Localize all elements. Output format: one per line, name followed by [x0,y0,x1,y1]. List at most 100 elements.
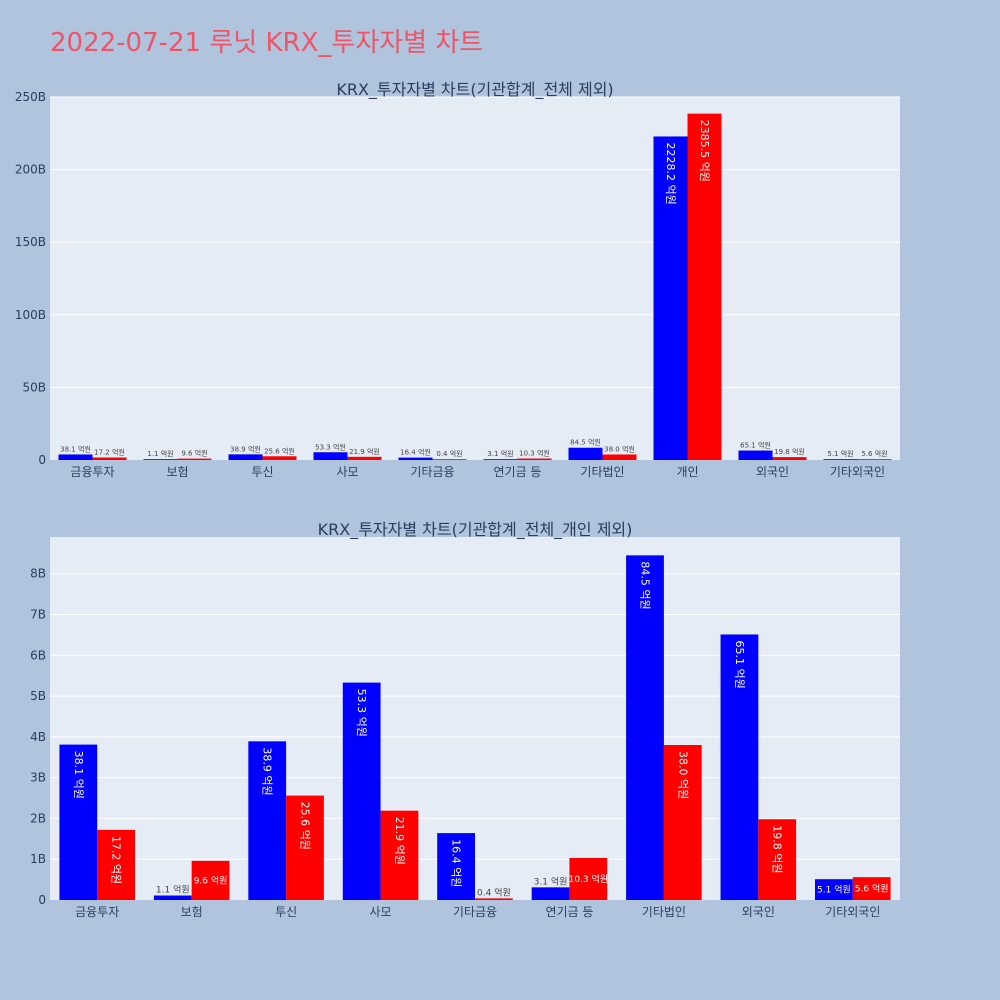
bar [398,457,433,460]
bar-value-label: 16.4 억원 [450,839,463,887]
x-tick-label: 기타외국인 [830,465,885,479]
chart-top: 0 50B 100B 150B 200B 250B KRX_투자자별 차트(기관합계_전체 … [15,80,900,479]
x-tick-label: 기타법인 [580,465,624,479]
bar-value-label: 38.1 억원 [72,751,85,799]
bar [738,450,773,460]
x-tick-label: 연기금 등 [545,905,593,919]
x-tick-label: 외국인 [756,465,789,479]
y-tick-label: 100B [15,308,46,322]
bar [852,877,891,900]
bar [823,459,858,460]
bar-value-label: 2228.2 억원 [664,142,677,204]
bar-value-label: 38.1 억원 [60,444,91,453]
bar [342,682,381,900]
bar-value-label: 38.0 억원 [604,444,635,453]
bar [568,447,603,460]
bar-value-label: 65.1 억원 [740,441,771,450]
x-tick-label: 기타금융 [410,465,454,479]
bar-value-label: 5.6 억원 [861,449,887,458]
bar-value-label: 84.5 억원 [570,438,601,447]
bar-value-label: 16.4 억원 [400,448,431,457]
x-tick-label: 금융투자 [75,905,119,919]
bar-value-label: 21.9 억원 [393,817,406,865]
bar [687,113,722,460]
bar [248,741,287,900]
bar-value-label: 53.3 억원 [315,442,346,451]
bar-value-label: 17.2 억원 [94,448,125,457]
y-tick-label: 50B [22,380,46,394]
bar [517,458,552,460]
bar [483,459,518,460]
bar [432,459,467,460]
bar-value-label: 0.4 억원 [477,886,511,898]
bar-value-label: 9.6 억원 [181,449,207,458]
chart-title: KRX_투자자별 차트(기관합계_전체 제외) [336,80,613,100]
bar-value-label: 19.8 억원 [774,447,805,456]
y-tick-label: 3B [30,771,46,785]
bar [772,457,807,460]
bar [663,745,702,900]
y-tick-label: 4B [30,730,46,744]
y-tick-label: 0 [38,893,46,907]
y-tick-label: 150B [15,235,46,249]
bar [569,857,608,900]
x-tick-label: 연기금 등 [494,465,542,479]
bar-value-label: 17.2 억원 [110,836,123,884]
bar-value-label: 3.1 억원 [487,449,513,458]
bar-value-label: 38.0 억원 [676,751,689,799]
bar [626,555,664,900]
chart-title: KRX_투자자별 차트(기관합계_전체_개인 제외) [318,520,633,540]
bar [228,454,263,460]
bar [758,819,797,900]
y-tick-label: 0 [38,453,46,467]
bar [475,898,513,900]
bar [857,459,892,460]
bar [653,136,688,460]
bar-value-label: 2385.5 억원 [698,120,711,182]
bar [58,454,93,460]
bar [347,456,382,460]
bar [313,452,348,460]
x-tick-label: 보험 [166,465,188,479]
bar [531,887,570,900]
bar-value-label: 5.1 억원 [827,449,853,458]
bar-value-label: 1.1 억원 [147,449,173,458]
bar [143,459,178,460]
bar-value-label: 84.5 억원 [639,561,652,609]
x-tick-label: 외국인 [742,905,775,919]
plot-area [50,97,900,460]
bar [262,456,297,460]
x-tick-label: 기타법인 [642,905,686,919]
bar-value-label: 5.1 억원 [817,884,851,896]
bar [380,810,419,900]
bar-value-label: 19.8 억원 [771,825,784,873]
y-tick-label: 8B [30,567,46,581]
bar-value-label: 25.6 억원 [264,446,295,455]
bar [602,454,637,460]
bar [815,879,853,900]
bar [191,860,230,900]
y-tick-label: 7B [30,607,46,621]
x-tick-label: 투신 [251,465,273,479]
x-tick-label: 개인 [676,465,698,479]
bar-value-label: 38.9 억원 [230,444,261,453]
bar-value-label: 10.3 억원 [519,449,550,458]
bar-value-label: 1.1 억원 [156,884,190,896]
y-tick-label: 2B [30,811,46,825]
bar [286,795,324,900]
bar-value-label: 3.1 억원 [534,875,568,887]
bar-value-label: 9.6 억원 [194,874,228,886]
bar-value-label: 0.4 억원 [436,449,462,458]
bar-value-label: 5.6 억원 [855,883,889,895]
x-tick-label: 보험 [181,905,203,919]
x-tick-label: 투신 [275,905,297,919]
y-tick-label: 250B [15,90,46,104]
y-tick-label: 6B [30,648,46,662]
bar-value-label: 21.9 억원 [349,447,380,456]
x-tick-label: 사모 [336,465,358,479]
x-tick-label: 금융투자 [70,465,114,479]
bar-value-label: 38.9 억원 [261,747,274,795]
bar [153,895,192,900]
bar-value-label: 10.3 억원 [569,873,608,885]
bar-value-label: 53.3 억원 [355,689,368,737]
